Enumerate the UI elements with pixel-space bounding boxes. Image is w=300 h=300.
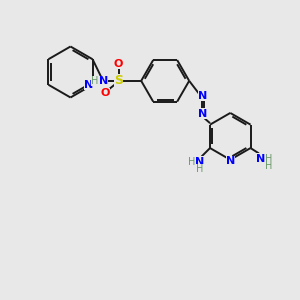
Text: N: N	[198, 91, 207, 101]
Text: H: H	[196, 164, 203, 174]
Text: N: N	[84, 80, 93, 90]
Text: N: N	[195, 157, 204, 166]
Text: N: N	[256, 154, 266, 164]
Text: S: S	[114, 74, 123, 87]
Text: H: H	[91, 76, 98, 86]
Text: N: N	[226, 156, 235, 166]
Text: H: H	[188, 157, 196, 166]
Text: N: N	[198, 109, 207, 118]
Text: N: N	[99, 76, 108, 86]
Text: H: H	[266, 154, 273, 164]
Text: O: O	[114, 59, 123, 69]
Text: H: H	[266, 161, 273, 171]
Text: O: O	[100, 88, 110, 98]
